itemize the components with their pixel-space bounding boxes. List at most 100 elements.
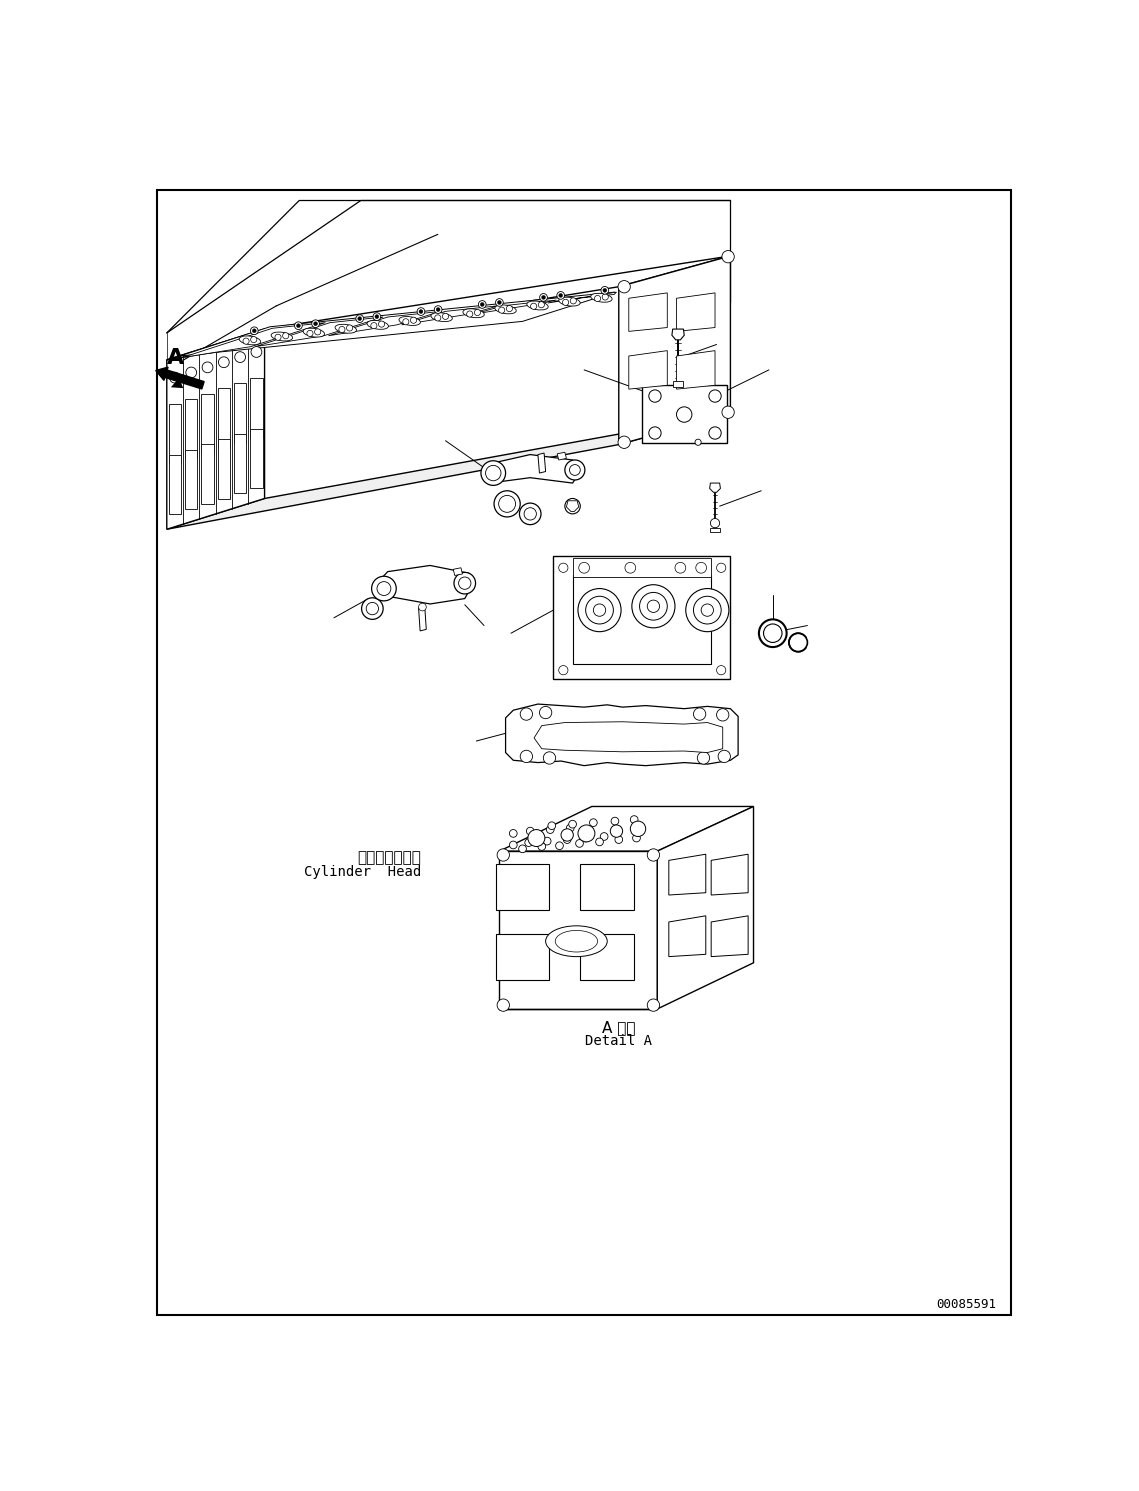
Circle shape (632, 833, 640, 842)
Circle shape (611, 817, 618, 825)
Circle shape (716, 665, 726, 675)
Circle shape (509, 829, 517, 838)
FancyArrow shape (156, 367, 204, 389)
Circle shape (593, 604, 606, 616)
Circle shape (436, 307, 440, 312)
Polygon shape (573, 558, 711, 577)
Circle shape (371, 576, 396, 601)
Polygon shape (548, 292, 616, 303)
Circle shape (170, 373, 180, 383)
Circle shape (371, 322, 377, 328)
Circle shape (618, 435, 630, 449)
Circle shape (497, 848, 509, 862)
Circle shape (372, 313, 380, 321)
Circle shape (547, 826, 554, 833)
Circle shape (708, 426, 721, 440)
Polygon shape (711, 915, 748, 957)
Polygon shape (566, 501, 579, 511)
Polygon shape (218, 440, 230, 498)
Ellipse shape (335, 325, 357, 332)
Circle shape (478, 301, 486, 309)
Circle shape (467, 312, 473, 318)
Circle shape (418, 604, 426, 611)
Circle shape (716, 708, 729, 722)
Circle shape (695, 440, 702, 446)
Text: Detail A: Detail A (585, 1035, 653, 1048)
Ellipse shape (367, 321, 388, 330)
Circle shape (789, 634, 808, 652)
Circle shape (419, 310, 423, 313)
Circle shape (543, 751, 556, 763)
Circle shape (498, 301, 501, 304)
Circle shape (557, 292, 565, 300)
Circle shape (219, 356, 229, 368)
Polygon shape (169, 455, 181, 514)
Circle shape (585, 596, 614, 623)
Circle shape (542, 295, 546, 300)
Ellipse shape (431, 313, 452, 322)
Text: Cylinder  Head: Cylinder Head (304, 865, 421, 878)
Ellipse shape (494, 306, 516, 313)
Circle shape (417, 307, 425, 316)
Polygon shape (711, 854, 748, 895)
Circle shape (202, 362, 213, 373)
Polygon shape (166, 414, 730, 529)
Polygon shape (710, 483, 720, 492)
Circle shape (722, 250, 735, 262)
Circle shape (442, 313, 449, 319)
Circle shape (346, 325, 353, 331)
Circle shape (566, 825, 574, 832)
Polygon shape (202, 444, 214, 504)
Circle shape (570, 465, 580, 476)
Circle shape (697, 751, 710, 763)
Circle shape (568, 820, 576, 828)
Text: 00085591: 00085591 (936, 1299, 997, 1311)
Ellipse shape (555, 930, 598, 951)
Polygon shape (375, 565, 473, 604)
Circle shape (675, 562, 686, 573)
Circle shape (694, 708, 706, 720)
Polygon shape (166, 330, 264, 529)
Circle shape (481, 461, 506, 486)
Circle shape (716, 564, 726, 573)
Circle shape (556, 842, 564, 850)
Polygon shape (673, 382, 683, 386)
Polygon shape (402, 306, 499, 325)
Circle shape (577, 825, 595, 842)
Circle shape (338, 327, 345, 332)
Circle shape (314, 330, 321, 335)
Circle shape (507, 306, 513, 312)
Circle shape (548, 822, 556, 829)
Circle shape (759, 619, 787, 647)
Circle shape (677, 407, 691, 422)
Polygon shape (251, 429, 262, 489)
Circle shape (235, 352, 246, 362)
Polygon shape (669, 915, 706, 957)
Circle shape (539, 301, 544, 307)
Circle shape (630, 822, 646, 836)
Circle shape (497, 999, 509, 1011)
Circle shape (295, 322, 302, 330)
Circle shape (540, 294, 548, 301)
Circle shape (312, 321, 319, 328)
Circle shape (521, 708, 533, 720)
Polygon shape (677, 292, 715, 331)
Circle shape (526, 828, 534, 835)
Circle shape (649, 426, 661, 440)
Circle shape (251, 346, 262, 358)
Polygon shape (554, 556, 730, 680)
Polygon shape (573, 576, 711, 663)
Polygon shape (169, 404, 181, 464)
Circle shape (647, 599, 659, 613)
Polygon shape (251, 379, 262, 437)
Polygon shape (506, 704, 738, 766)
Circle shape (355, 315, 363, 322)
Polygon shape (629, 350, 667, 389)
Circle shape (525, 839, 533, 847)
Circle shape (694, 596, 721, 623)
Text: A 詳細: A 詳細 (603, 1020, 636, 1035)
Polygon shape (166, 256, 730, 359)
Ellipse shape (559, 297, 580, 306)
Circle shape (630, 816, 638, 823)
Circle shape (559, 294, 563, 297)
